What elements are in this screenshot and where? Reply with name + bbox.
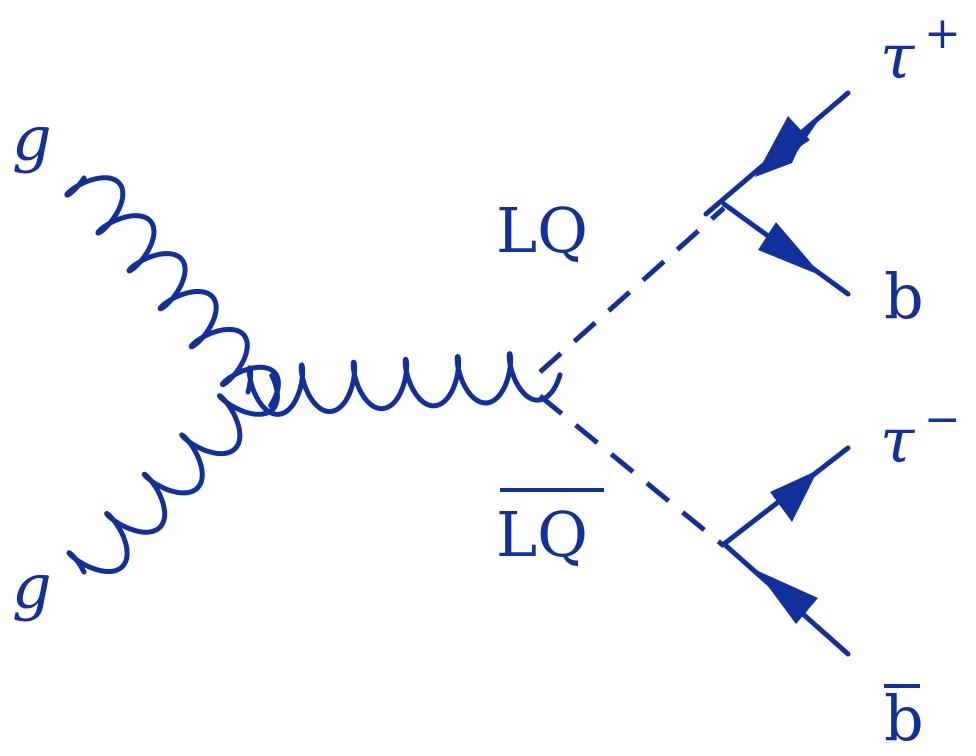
label-gluon-top: g	[12, 102, 52, 175]
internal-gluon-propagator	[245, 351, 563, 417]
label-leptoquark: LQ	[496, 194, 588, 267]
label-tau-minus-sign: −	[924, 394, 961, 445]
tau-minus-arrowhead	[770, 470, 818, 522]
label-tau-plus: τ	[880, 20, 916, 93]
label-b-quark: b	[884, 260, 924, 333]
label-gluon-bottom: g	[12, 550, 52, 623]
label-leptoquark-bar: LQ	[496, 498, 588, 571]
label-tau-plus-sign: +	[924, 8, 961, 59]
incoming-gluon-bottom	[66, 373, 280, 575]
tau-plus-arrowhead	[755, 116, 810, 177]
label-b-bar-quark: b	[884, 682, 924, 755]
leptoquark-line	[538, 206, 726, 374]
incoming-gluon-top	[64, 175, 281, 408]
b-quark-arrowhead	[758, 222, 822, 276]
label-tau-minus: τ	[880, 404, 916, 477]
anti-leptoquark-line	[538, 394, 726, 548]
b-bar-quark-arrowhead	[756, 570, 818, 624]
